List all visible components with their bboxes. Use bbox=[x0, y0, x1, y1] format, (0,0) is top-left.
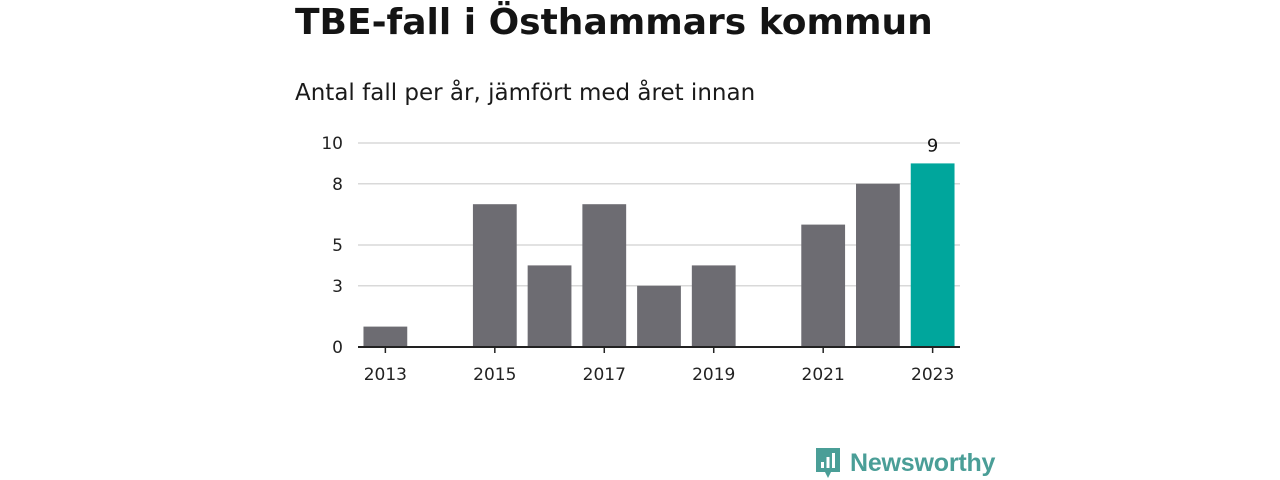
y-tick-label: 5 bbox=[332, 236, 343, 256]
bar-2017 bbox=[582, 204, 627, 347]
bar-2016 bbox=[527, 265, 572, 347]
chart-title: TBE-fall i Östhammars kommun bbox=[295, 2, 933, 43]
x-tick-label: 2023 bbox=[911, 365, 954, 385]
y-tick-label: 0 bbox=[332, 338, 343, 358]
x-tick-label: 2013 bbox=[364, 365, 407, 385]
x-tick-label: 2021 bbox=[802, 365, 845, 385]
data-label: 9 bbox=[927, 135, 938, 156]
x-tick-label: 2015 bbox=[473, 365, 516, 385]
newsworthy-logo-icon bbox=[816, 448, 840, 478]
bar-2023 bbox=[910, 163, 955, 347]
x-tick-label: 2019 bbox=[692, 365, 735, 385]
brand-logo: Newsworthy bbox=[814, 446, 995, 480]
y-tick-label: 8 bbox=[332, 175, 343, 195]
y-tick-label: 3 bbox=[332, 277, 343, 297]
y-tick-label: 10 bbox=[321, 134, 343, 154]
bar-2015 bbox=[472, 204, 517, 347]
bar-2018 bbox=[637, 285, 681, 347]
bar-2019 bbox=[691, 265, 736, 347]
bar-2022 bbox=[856, 183, 900, 347]
bar-2021 bbox=[801, 224, 846, 347]
chart-subtitle: Antal fall per år, jämfört med året inna… bbox=[295, 80, 756, 106]
x-tick-label: 2017 bbox=[583, 365, 626, 385]
bar-chart: 0 3 5 8 10 2013 2015 2017 2019 2021 2023 9 bbox=[321, 134, 960, 385]
bar-2013 bbox=[363, 326, 408, 347]
brand-name: Newsworthy bbox=[850, 448, 996, 477]
